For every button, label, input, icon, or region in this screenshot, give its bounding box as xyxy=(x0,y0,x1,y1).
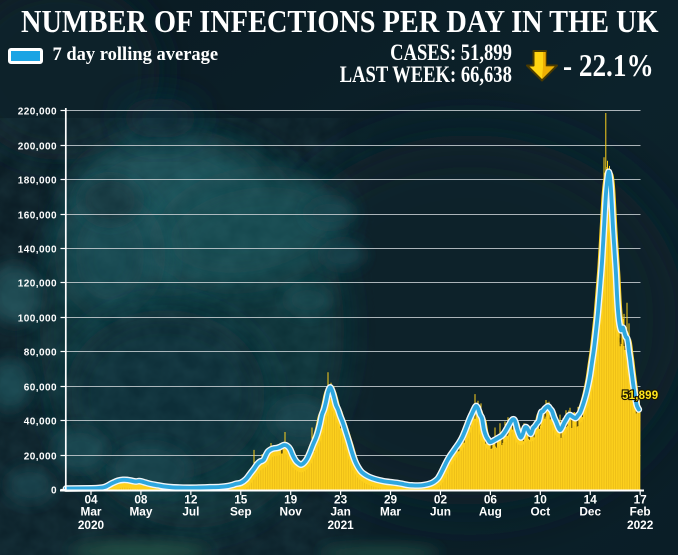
svg-text:Mar: Mar xyxy=(380,505,401,519)
svg-text:60,000: 60,000 xyxy=(24,383,57,394)
svg-text:12: 12 xyxy=(184,493,198,507)
svg-text:23: 23 xyxy=(334,493,348,507)
svg-text:140,000: 140,000 xyxy=(18,245,57,256)
svg-text:17: 17 xyxy=(634,493,648,507)
svg-text:2020: 2020 xyxy=(78,518,105,532)
svg-text:51,899: 51,899 xyxy=(622,390,658,402)
svg-text:20,000: 20,000 xyxy=(24,452,57,463)
svg-text:2022: 2022 xyxy=(627,518,654,532)
svg-text:0: 0 xyxy=(51,486,57,497)
svg-text:10: 10 xyxy=(534,493,548,507)
svg-text:19: 19 xyxy=(284,493,298,507)
svg-text:160,000: 160,000 xyxy=(18,211,57,222)
svg-text:80,000: 80,000 xyxy=(24,348,57,359)
svg-text:180,000: 180,000 xyxy=(18,176,57,187)
svg-text:2021: 2021 xyxy=(327,518,354,532)
svg-text:08: 08 xyxy=(134,493,148,507)
svg-text:Jun: Jun xyxy=(430,505,451,519)
svg-text:29: 29 xyxy=(384,493,398,507)
svg-text:100,000: 100,000 xyxy=(18,314,57,325)
svg-text:Feb: Feb xyxy=(630,505,651,519)
svg-text:220,000: 220,000 xyxy=(18,107,57,118)
svg-text:Dec: Dec xyxy=(579,505,601,519)
svg-text:200,000: 200,000 xyxy=(18,142,57,153)
svg-text:Jul: Jul xyxy=(182,505,199,519)
svg-text:40,000: 40,000 xyxy=(24,417,57,428)
svg-text:Oct: Oct xyxy=(530,505,550,519)
svg-text:06: 06 xyxy=(484,493,498,507)
svg-text:02: 02 xyxy=(434,493,448,507)
svg-text:15: 15 xyxy=(234,493,248,507)
svg-text:120,000: 120,000 xyxy=(18,279,57,290)
svg-text:Aug: Aug xyxy=(479,505,502,519)
svg-text:Sep: Sep xyxy=(230,505,252,519)
svg-text:May: May xyxy=(129,505,152,519)
svg-text:04: 04 xyxy=(84,493,98,507)
svg-text:Mar: Mar xyxy=(81,505,102,519)
svg-text:Nov: Nov xyxy=(280,505,303,519)
svg-text:14: 14 xyxy=(584,493,598,507)
svg-text:Jan: Jan xyxy=(330,505,350,519)
